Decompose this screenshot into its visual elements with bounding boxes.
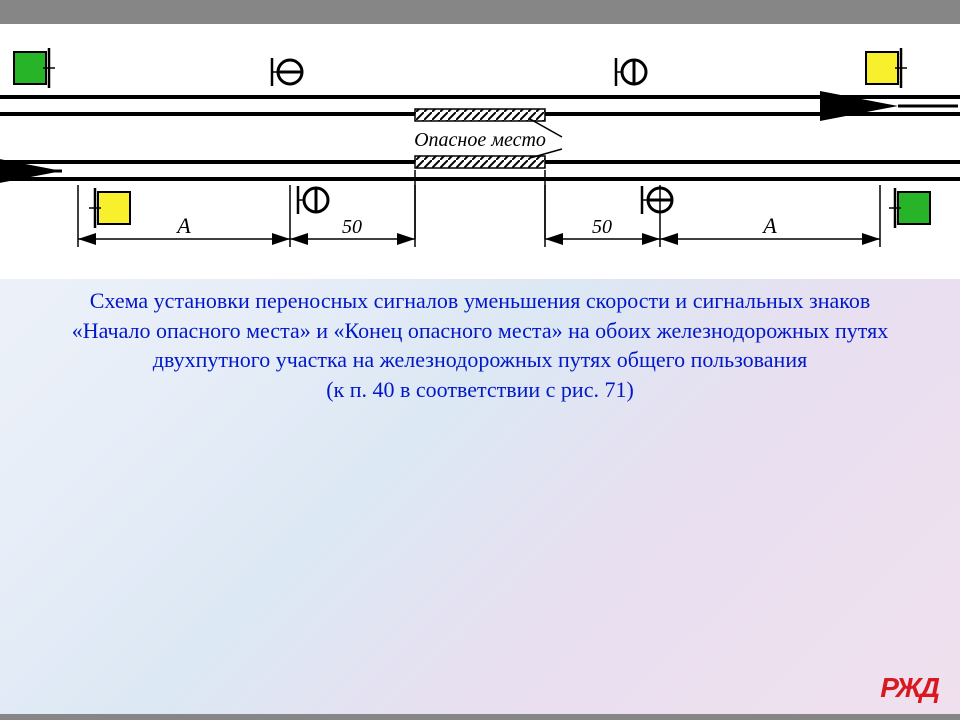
caption-line-1: Схема установки переносных сигналов умен…: [90, 288, 871, 313]
dimension-label: А: [761, 213, 777, 238]
dimension-label: 50: [592, 216, 612, 238]
dimension-label: А: [175, 213, 191, 238]
caption-line-4: (к п. 40 в соответствии с рис. 71): [326, 377, 634, 402]
dimension-label: 50: [342, 216, 362, 238]
diagram-container: Опасное место А 50 50 А: [0, 24, 960, 279]
caption-line-3: двухпутного участка на железнодорожных п…: [153, 347, 807, 372]
plate-green-bottom-right: [898, 192, 930, 224]
danger-label: Опасное место: [414, 129, 546, 151]
railway-diagram: Опасное место А 50 50 А: [0, 24, 960, 279]
danger-zone-hatch: [415, 156, 545, 168]
caption-line-2: «Начало опасного места» и «Конец опасног…: [72, 318, 888, 343]
slide: Опасное место А 50 50 А Схема установки пере…: [0, 24, 960, 714]
plate-yellow-top-right: [866, 52, 898, 84]
danger-zone-hatch: [415, 109, 545, 121]
plate-green-top-left: [14, 52, 46, 84]
plate-yellow-bottom-left: [98, 192, 130, 224]
rzd-logo: РЖД: [880, 672, 938, 704]
caption: Схема установки переносных сигналов умен…: [20, 286, 940, 405]
